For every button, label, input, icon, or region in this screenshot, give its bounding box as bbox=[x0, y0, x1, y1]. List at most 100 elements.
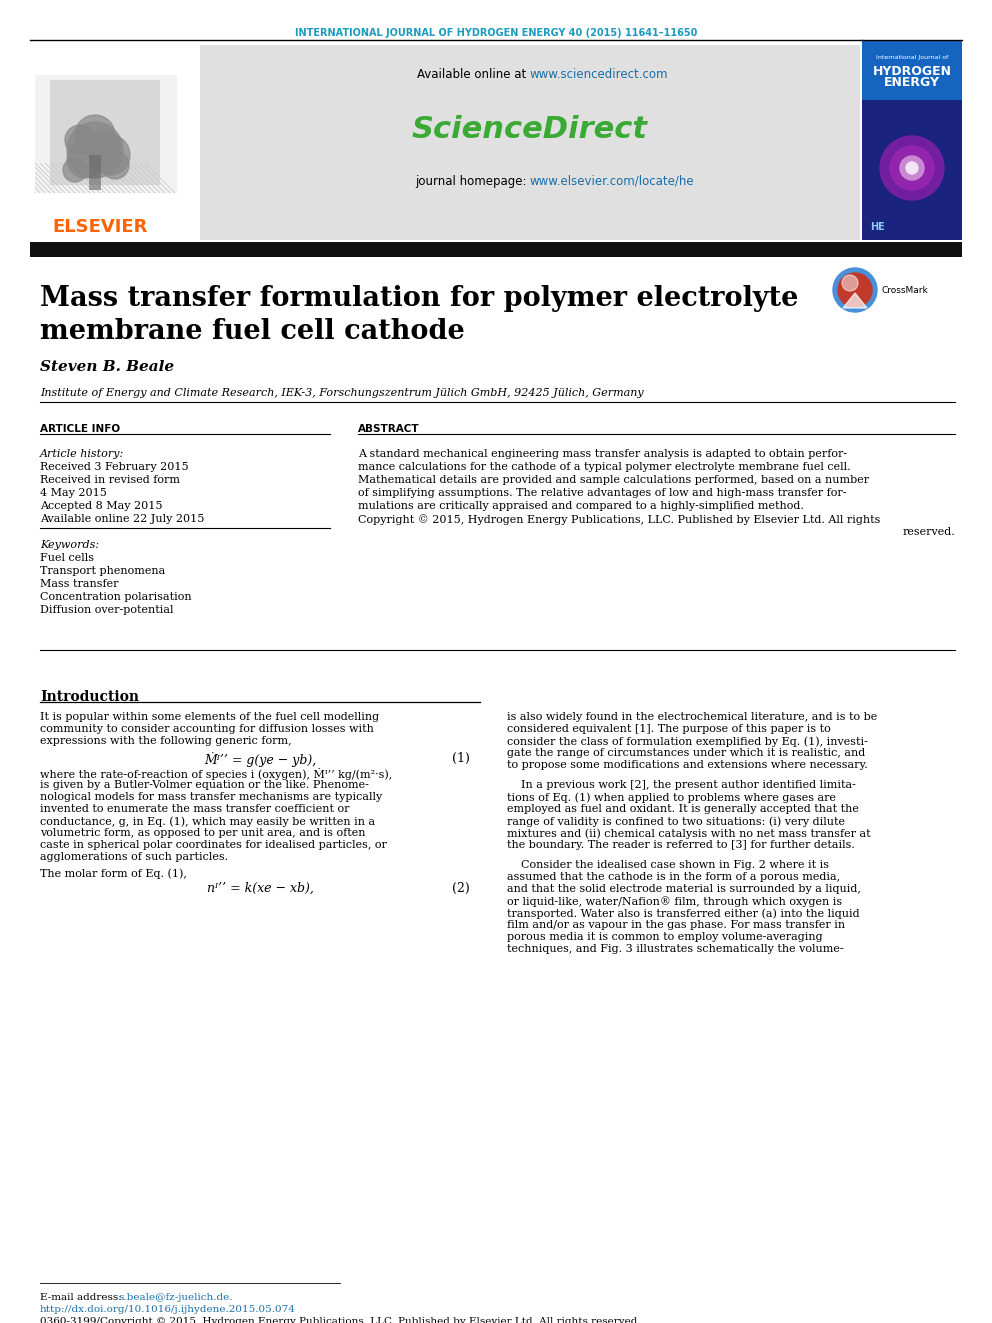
Text: (2): (2) bbox=[452, 882, 470, 894]
Circle shape bbox=[75, 115, 115, 155]
Text: ELSEVIER: ELSEVIER bbox=[53, 218, 148, 235]
Text: Accepted 8 May 2015: Accepted 8 May 2015 bbox=[40, 501, 163, 511]
Text: CrossMark: CrossMark bbox=[881, 286, 928, 295]
Text: employed as fuel and oxidant. It is generally accepted that the: employed as fuel and oxidant. It is gene… bbox=[507, 804, 859, 814]
Text: reserved.: reserved. bbox=[903, 527, 955, 537]
Text: Received in revised form: Received in revised form bbox=[40, 475, 180, 486]
Circle shape bbox=[842, 275, 858, 291]
Text: Diffusion over-potential: Diffusion over-potential bbox=[40, 605, 174, 615]
Text: or liquid-like, water/Nafion® film, through which oxygen is: or liquid-like, water/Nafion® film, thro… bbox=[507, 896, 842, 906]
Text: Mass transfer formulation for polymer electrolyte: Mass transfer formulation for polymer el… bbox=[40, 284, 799, 312]
Circle shape bbox=[101, 151, 129, 179]
Text: It is popular within some elements of the fuel cell modelling: It is popular within some elements of th… bbox=[40, 712, 379, 722]
Text: is given by a Butler-Volmer equation or the like. Phenome-: is given by a Butler-Volmer equation or … bbox=[40, 781, 369, 790]
Text: Steven B. Beale: Steven B. Beale bbox=[40, 360, 175, 374]
Text: A standard mechanical engineering mass transfer analysis is adapted to obtain pe: A standard mechanical engineering mass t… bbox=[358, 448, 847, 459]
Circle shape bbox=[833, 269, 877, 312]
Text: invented to enumerate the mass transfer coefficient or: invented to enumerate the mass transfer … bbox=[40, 804, 349, 814]
Text: of simplifying assumptions. The relative advantages of low and high-mass transfe: of simplifying assumptions. The relative… bbox=[358, 488, 846, 497]
Circle shape bbox=[890, 146, 934, 191]
Text: Article history:: Article history: bbox=[40, 448, 124, 459]
Text: range of validity is confined to two situations: (i) very dilute: range of validity is confined to two sit… bbox=[507, 816, 845, 827]
Text: Mass transfer: Mass transfer bbox=[40, 579, 118, 589]
Text: International Journal of: International Journal of bbox=[876, 56, 948, 60]
Text: Ṁᴵ’’ = g(ye − yb),: Ṁᴵ’’ = g(ye − yb), bbox=[204, 751, 316, 767]
Text: Concentration polarisation: Concentration polarisation bbox=[40, 591, 191, 602]
Text: In a previous work [2], the present author identified limita-: In a previous work [2], the present auth… bbox=[507, 781, 856, 790]
Text: mance calculations for the cathode of a typical polymer electrolyte membrane fue: mance calculations for the cathode of a … bbox=[358, 462, 850, 472]
Text: mixtures and (ii) chemical catalysis with no net mass transfer at: mixtures and (ii) chemical catalysis wit… bbox=[507, 828, 871, 839]
Circle shape bbox=[880, 136, 944, 200]
Bar bbox=[200, 45, 860, 239]
Text: gate the range of circumstances under which it is realistic, and: gate the range of circumstances under wh… bbox=[507, 747, 865, 758]
Text: E-mail address:: E-mail address: bbox=[40, 1293, 125, 1302]
Circle shape bbox=[67, 122, 123, 179]
Circle shape bbox=[65, 124, 95, 155]
Text: www.elsevier.com/locate/he: www.elsevier.com/locate/he bbox=[530, 175, 694, 188]
Circle shape bbox=[67, 142, 103, 179]
Text: is also widely found in the electrochemical literature, and is to be: is also widely found in the electrochemi… bbox=[507, 712, 877, 722]
Text: Keywords:: Keywords: bbox=[40, 540, 99, 550]
Bar bbox=[35, 75, 177, 193]
Circle shape bbox=[906, 161, 918, 175]
Text: conductance, g, in Eq. (1), which may easily be written in a: conductance, g, in Eq. (1), which may ea… bbox=[40, 816, 375, 827]
Text: 0360-3199/Copyright © 2015, Hydrogen Energy Publications, LLC. Published by Else: 0360-3199/Copyright © 2015, Hydrogen Ene… bbox=[40, 1316, 641, 1323]
Text: Received 3 February 2015: Received 3 February 2015 bbox=[40, 462, 188, 472]
Circle shape bbox=[90, 135, 130, 175]
Text: Consider the idealised case shown in Fig. 2 where it is: Consider the idealised case shown in Fig… bbox=[507, 860, 829, 871]
Text: and that the solid electrode material is surrounded by a liquid,: and that the solid electrode material is… bbox=[507, 884, 861, 894]
Text: community to consider accounting for diffusion losses with: community to consider accounting for dif… bbox=[40, 724, 374, 734]
Text: nological models for mass transfer mechanisms are typically: nological models for mass transfer mecha… bbox=[40, 792, 382, 802]
Text: nᴵ’’ = k(xe − xb),: nᴵ’’ = k(xe − xb), bbox=[206, 882, 313, 894]
Text: film and/or as vapour in the gas phase. For mass transfer in: film and/or as vapour in the gas phase. … bbox=[507, 919, 845, 930]
Circle shape bbox=[900, 156, 924, 180]
Circle shape bbox=[90, 130, 120, 160]
Text: HYDROGEN: HYDROGEN bbox=[873, 65, 951, 78]
Text: membrane fuel cell cathode: membrane fuel cell cathode bbox=[40, 318, 464, 345]
Text: INTERNATIONAL JOURNAL OF HYDROGEN ENERGY 40 (2015) 11641–11650: INTERNATIONAL JOURNAL OF HYDROGEN ENERGY… bbox=[295, 28, 697, 38]
Text: agglomerations of such particles.: agglomerations of such particles. bbox=[40, 852, 228, 863]
Text: www.sciencedirect.com: www.sciencedirect.com bbox=[530, 67, 669, 81]
Text: journal homepage:: journal homepage: bbox=[415, 175, 530, 188]
Text: porous media it is common to employ volume-averaging: porous media it is common to employ volu… bbox=[507, 931, 822, 942]
Text: Mathematical details are provided and sample calculations performed, based on a : Mathematical details are provided and sa… bbox=[358, 475, 869, 486]
Text: Institute of Energy and Climate Research, IEK-3, Forschungszentrum Jülich GmbH, : Institute of Energy and Climate Research… bbox=[40, 388, 644, 398]
Text: Fuel cells: Fuel cells bbox=[40, 553, 94, 564]
Text: consider the class of formulation exemplified by Eq. (1), investi-: consider the class of formulation exempl… bbox=[507, 736, 868, 746]
Text: considered equivalent [1]. The purpose of this paper is to: considered equivalent [1]. The purpose o… bbox=[507, 724, 830, 734]
Circle shape bbox=[63, 157, 87, 183]
Text: assumed that the cathode is in the form of a porous media,: assumed that the cathode is in the form … bbox=[507, 872, 840, 882]
Bar bbox=[862, 44, 962, 239]
Text: mulations are critically appraised and compared to a highly-simplified method.: mulations are critically appraised and c… bbox=[358, 501, 804, 511]
Bar bbox=[50, 79, 160, 185]
Text: Available online at: Available online at bbox=[417, 67, 530, 81]
Bar bbox=[30, 242, 962, 257]
Text: the boundary. The reader is referred to [3] for further details.: the boundary. The reader is referred to … bbox=[507, 840, 855, 849]
Text: to propose some modifications and extensions where necessary.: to propose some modifications and extens… bbox=[507, 759, 868, 770]
Text: volumetric form, as opposed to per unit area, and is often: volumetric form, as opposed to per unit … bbox=[40, 828, 365, 837]
Text: caste in spherical polar coordinates for idealised particles, or: caste in spherical polar coordinates for… bbox=[40, 840, 387, 849]
Bar bbox=[32, 70, 180, 194]
Polygon shape bbox=[843, 292, 867, 308]
Text: ScienceDirect: ScienceDirect bbox=[412, 115, 648, 144]
Text: HE: HE bbox=[870, 222, 885, 232]
Text: 4 May 2015: 4 May 2015 bbox=[40, 488, 107, 497]
Text: transported. Water also is transferred either (a) into the liquid: transported. Water also is transferred e… bbox=[507, 908, 860, 918]
Bar bbox=[862, 40, 962, 101]
Text: tions of Eq. (1) when applied to problems where gases are: tions of Eq. (1) when applied to problem… bbox=[507, 792, 836, 803]
Text: ABSTRACT: ABSTRACT bbox=[358, 423, 420, 434]
Text: ARTICLE INFO: ARTICLE INFO bbox=[40, 423, 120, 434]
Bar bbox=[89, 155, 101, 191]
Circle shape bbox=[838, 273, 872, 307]
Text: ENERGY: ENERGY bbox=[884, 75, 940, 89]
Text: techniques, and Fig. 3 illustrates schematically the volume-: techniques, and Fig. 3 illustrates schem… bbox=[507, 945, 843, 954]
Text: http://dx.doi.org/10.1016/j.ijhydene.2015.05.074: http://dx.doi.org/10.1016/j.ijhydene.201… bbox=[40, 1304, 296, 1314]
Bar bbox=[30, 45, 200, 239]
Text: Available online 22 July 2015: Available online 22 July 2015 bbox=[40, 515, 204, 524]
Text: Introduction: Introduction bbox=[40, 691, 139, 704]
Text: where the rate-of-reaction of species i (oxygen), Ṁᴵ’’ kg/(m²·s),: where the rate-of-reaction of species i … bbox=[40, 767, 392, 781]
Text: The molar form of Eq. (1),: The molar form of Eq. (1), bbox=[40, 868, 186, 878]
Text: Copyright © 2015, Hydrogen Energy Publications, LLC. Published by Elsevier Ltd. : Copyright © 2015, Hydrogen Energy Public… bbox=[358, 515, 880, 525]
Text: (1): (1) bbox=[452, 751, 470, 765]
Text: s.beale@fz-juelich.de.: s.beale@fz-juelich.de. bbox=[118, 1293, 232, 1302]
